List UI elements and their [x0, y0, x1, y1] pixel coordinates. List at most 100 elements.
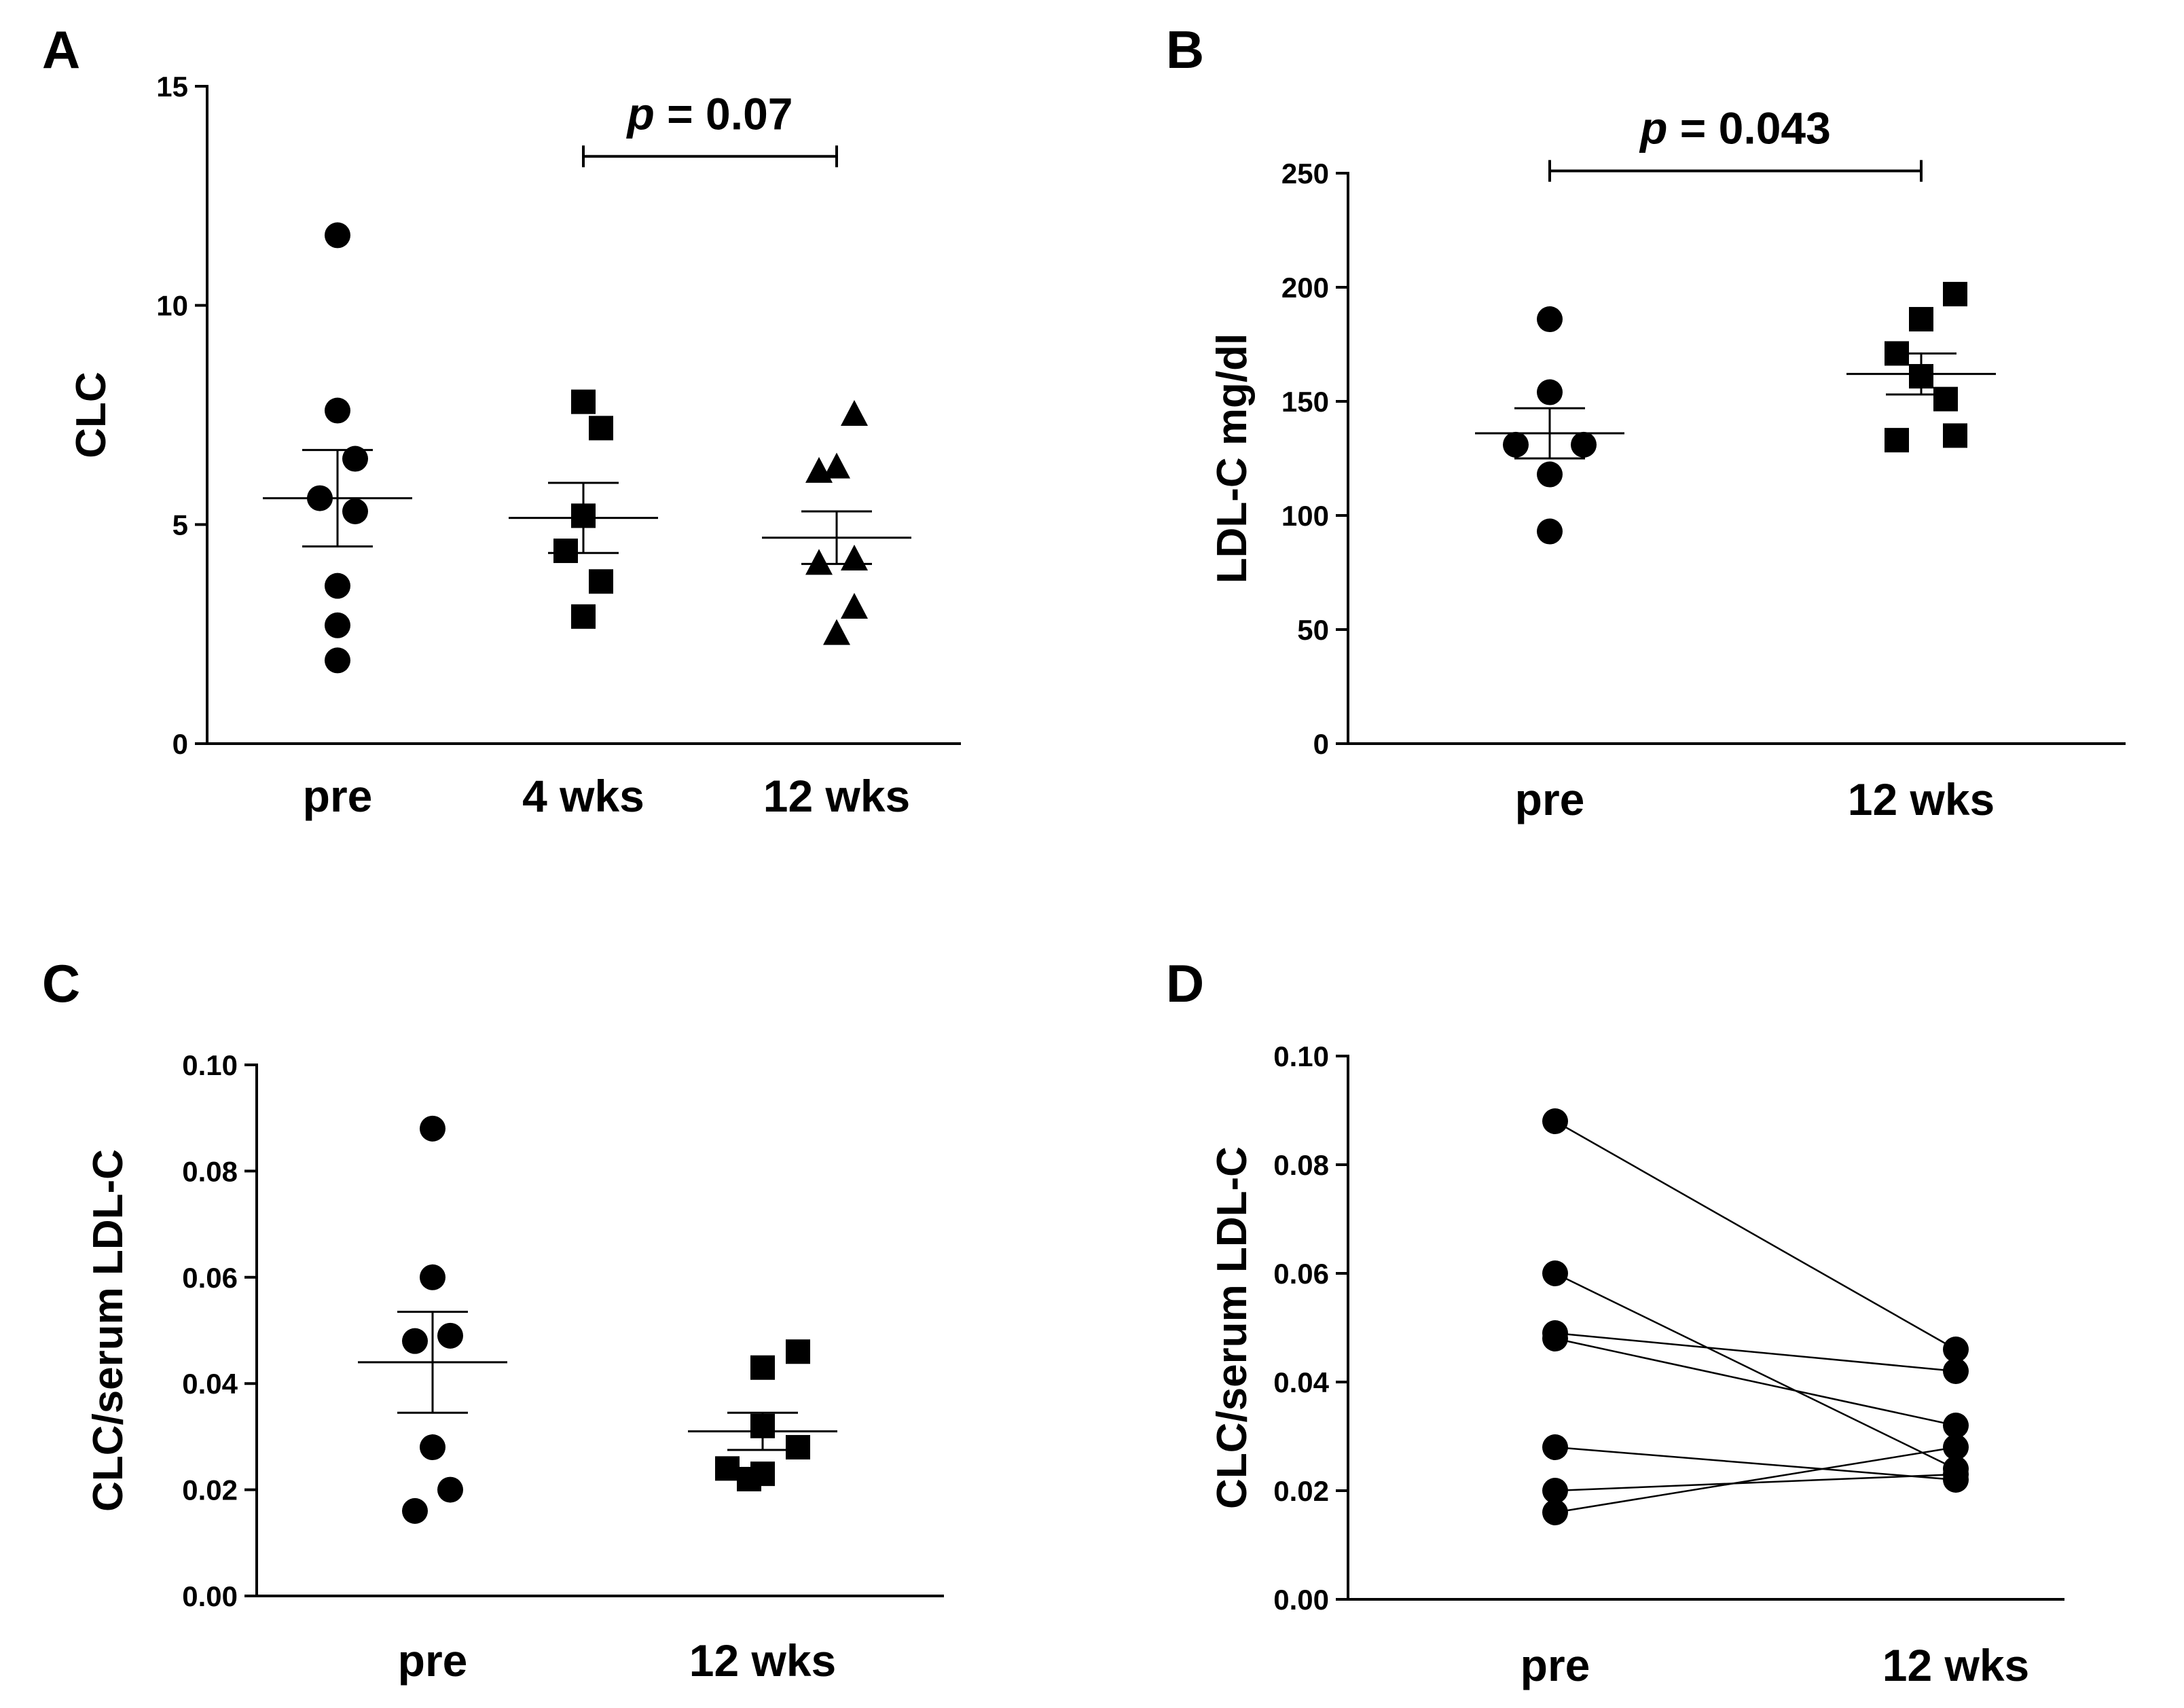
y-tick-label: 0.06 [182, 1262, 238, 1294]
data-point [1537, 461, 1563, 488]
y-tick-label: 0 [1313, 728, 1329, 760]
data-point [1537, 518, 1563, 545]
data-point [1943, 1413, 1969, 1438]
x-category-label: 12 wks [1882, 1640, 2030, 1690]
y-tick-label: 15 [156, 71, 188, 103]
data-point [823, 452, 850, 479]
panel-b: B 0 50 100 150 200 250 LDL-C mg/dl pre 12 wks p = … [1166, 20, 2126, 824]
data-point [1542, 1326, 1568, 1351]
data-point [1542, 1260, 1568, 1286]
y-tick-label: 5 [172, 509, 188, 541]
data-point [841, 592, 868, 619]
pair-line [1554, 1332, 1956, 1373]
data-point [841, 544, 868, 570]
data-point [786, 1435, 810, 1460]
y-tick-label: 200 [1281, 272, 1329, 304]
p-value-label: p = 0.043 [1639, 103, 1831, 153]
data-point [750, 1355, 775, 1380]
p-value: = 0.043 [1667, 103, 1830, 153]
panel-d: D 0.00 0.02 0.04 0.06 0.08 0.10 CLC/serum LDL-C… [1166, 953, 2064, 1690]
x-category-label: pre [1515, 774, 1585, 824]
data-point [823, 619, 850, 645]
y-tick-label: 0.04 [182, 1368, 238, 1400]
data-point [805, 456, 833, 483]
y-tick-label: 0.02 [182, 1474, 238, 1506]
data-point [805, 549, 833, 575]
data-point [420, 1264, 445, 1290]
data-point [1537, 306, 1563, 333]
data-point [1909, 307, 1933, 332]
data-point [402, 1328, 428, 1354]
data-point [750, 1413, 775, 1438]
y-tick-label: 0 [172, 728, 188, 760]
data-point [1542, 1108, 1568, 1134]
data-point [420, 1115, 445, 1142]
x-category-label: 12 wks [689, 1635, 837, 1686]
data-point [715, 1456, 740, 1481]
p-symbol: p [1639, 103, 1667, 153]
data-point [437, 1322, 463, 1349]
data-point [1503, 431, 1529, 458]
data-point [1943, 1434, 1969, 1460]
pair-line [1554, 1446, 1956, 1514]
x-category-label: pre [1521, 1640, 1590, 1690]
data-point [1909, 364, 1933, 389]
data-point [325, 612, 350, 638]
data-point [325, 397, 350, 424]
y-tick-label: 50 [1297, 614, 1329, 646]
y-axis-title: CLC [68, 371, 115, 458]
data-point [841, 400, 868, 426]
y-tick-label: 0.06 [1273, 1258, 1329, 1290]
data-point [571, 389, 596, 414]
y-tick-label: 0.08 [1273, 1149, 1329, 1181]
data-point [342, 446, 368, 472]
data-point [1542, 1478, 1568, 1504]
y-tick-label: 0.04 [1273, 1366, 1329, 1398]
pair-line [1554, 1473, 1956, 1492]
data-point [1943, 1461, 1969, 1487]
y-tick-label: 150 [1281, 386, 1329, 418]
data-point [1933, 386, 1958, 412]
panel-label: B [1166, 20, 1204, 79]
y-tick-label: 0.00 [182, 1580, 238, 1612]
data-point [589, 416, 613, 441]
data-point [325, 647, 350, 674]
data-point [402, 1497, 428, 1524]
y-tick-label: 10 [156, 290, 188, 322]
y-axis-title: CLC/serum LDL-C [1209, 1146, 1256, 1509]
panel-a: A 0 5 10 15 CLC pre 4 wks 12 wks p = 0.07 [42, 20, 961, 821]
data-point [1943, 282, 1967, 307]
panel-label: A [42, 20, 80, 79]
data-point [307, 485, 333, 511]
data-point [571, 604, 596, 629]
y-tick-label: 0.08 [182, 1155, 238, 1187]
panel-label: D [1166, 953, 1204, 1013]
data-point [553, 539, 578, 564]
data-point [1571, 431, 1597, 458]
y-tick-label: 0.10 [182, 1049, 238, 1081]
data-point [1943, 1337, 1969, 1362]
x-category-label: pre [398, 1635, 468, 1686]
p-value-label: p = 0.07 [626, 88, 793, 139]
x-category-label: 12 wks [763, 771, 911, 821]
x-category-label: pre [303, 771, 373, 821]
data-point [325, 573, 350, 599]
panel-label: C [42, 953, 80, 1013]
y-axis-title: CLC/serum LDL-C [85, 1149, 132, 1512]
data-point [786, 1339, 810, 1364]
data-point [571, 503, 596, 528]
x-category-label: 12 wks [1848, 774, 1995, 824]
data-point [1943, 423, 1967, 448]
y-tick-label: 250 [1281, 158, 1329, 189]
y-tick-label: 0.10 [1273, 1040, 1329, 1072]
data-point [1542, 1434, 1568, 1460]
pair-line [1554, 1446, 1956, 1481]
y-tick-label: 0.00 [1273, 1584, 1329, 1616]
data-point [737, 1466, 761, 1491]
data-point [325, 222, 350, 249]
data-point [1943, 1358, 1969, 1384]
data-point [1537, 379, 1563, 405]
pair-line [1554, 1337, 1956, 1427]
x-category-label: 4 wks [522, 771, 644, 821]
